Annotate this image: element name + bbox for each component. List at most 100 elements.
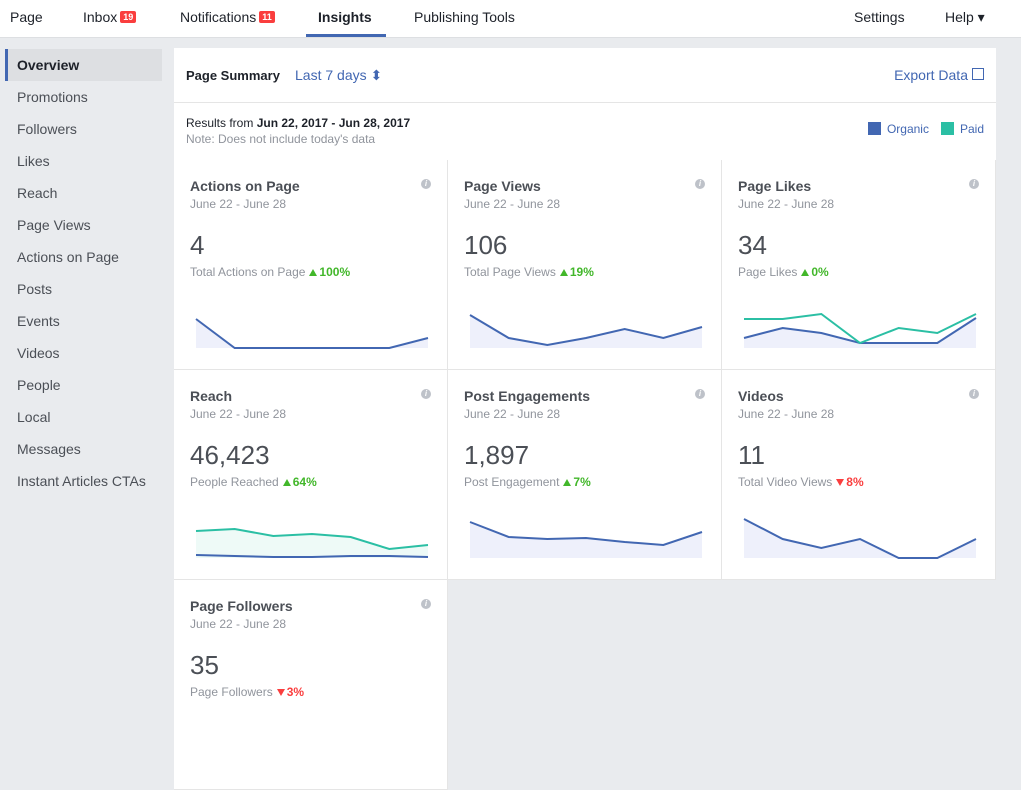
sparkline	[469, 314, 703, 348]
trend-arrow	[563, 479, 572, 486]
legend-swatch	[867, 122, 881, 135]
legend-label: Organic	[886, 122, 929, 136]
card-total: 11	[738, 440, 765, 470]
nav-right[interactable]: Settings	[854, 9, 905, 25]
metric-card: Page Followers i June 22 - June 28 35 Page F…	[174, 580, 448, 790]
sparkline	[743, 312, 977, 348]
spark-line	[195, 527, 429, 551]
trend-arrow	[801, 269, 810, 276]
card-sub: Total Actions on Page 100%	[190, 265, 350, 279]
card-change: 8%	[846, 475, 864, 489]
tab-label: Notifications	[180, 9, 257, 25]
card-title: Actions on Page	[190, 178, 300, 194]
divider	[174, 102, 996, 103]
info-icon: i	[969, 179, 979, 189]
range-select[interactable]: Last 7 days ⬍	[295, 67, 383, 83]
export-icon	[972, 68, 984, 80]
card-label: Total Page Views	[464, 265, 556, 279]
card-label: Total Video Views	[738, 475, 833, 489]
nav-tab[interactable]: Notifications 11	[180, 9, 275, 25]
metric-card: Videos i June 22 - June 28 11 Total Video Vi…	[722, 370, 996, 580]
card-total: 1,897	[464, 440, 530, 470]
nav-tab[interactable]: Inbox 19	[83, 9, 137, 25]
side-item[interactable]: Instant Articles CTAs	[17, 473, 146, 489]
spark-area	[470, 522, 702, 558]
card-total: 4	[190, 230, 205, 260]
tab-label: Publishing Tools	[414, 9, 515, 25]
card-title: Videos	[738, 388, 784, 404]
side-item[interactable]: Events	[17, 313, 60, 329]
spark-line	[469, 521, 703, 547]
sparkline	[743, 518, 977, 559]
card-dates: June 22 - June 28	[190, 197, 287, 211]
card-sub: Page Likes 0%	[738, 265, 829, 279]
legend: Organic Paid	[867, 122, 984, 136]
top-bar	[0, 0, 1021, 38]
card-sub: Page Followers 3%	[190, 685, 304, 699]
sparkline	[195, 527, 429, 558]
card-total: 35	[190, 650, 219, 680]
side-item[interactable]: Followers	[17, 121, 77, 137]
sparkline	[469, 521, 703, 558]
spark-area	[744, 519, 976, 558]
card-change: 19%	[569, 265, 594, 279]
card-total: 46,423	[190, 440, 270, 470]
metric-card: Reach i June 22 - June 28 46,423 People Reac…	[174, 370, 448, 580]
card-label: Page Likes	[738, 265, 798, 279]
card-title: Post Engagements	[464, 388, 591, 404]
metric-card: Actions on Page i June 22 - June 28 4 Total …	[174, 160, 448, 370]
side-item[interactable]: Videos	[17, 345, 60, 361]
card-title: Reach	[190, 388, 233, 404]
results-prefix: Results from	[186, 116, 254, 130]
card-change: 100%	[319, 265, 351, 279]
spark-area	[196, 529, 428, 558]
spark-line	[743, 518, 977, 559]
side-item[interactable]: Likes	[17, 153, 50, 169]
trend-arrow	[282, 479, 291, 486]
card-change: 3%	[286, 685, 305, 699]
side-item[interactable]: Reach	[17, 185, 58, 201]
card-change: 7%	[573, 475, 591, 489]
spark-area	[196, 319, 428, 348]
trend-arrow	[276, 689, 285, 696]
card-label: Page Followers	[190, 685, 273, 699]
card-label: People Reached	[190, 475, 279, 489]
info-icon: i	[421, 599, 431, 609]
card-dates: June 22 - June 28	[464, 407, 561, 421]
results-range: Jun 22, 2017 - Jun 28, 2017	[256, 116, 411, 130]
side-item[interactable]: People	[17, 377, 61, 393]
spark-area	[470, 315, 702, 348]
badge: 19	[120, 11, 137, 23]
export-link[interactable]: Export Data	[894, 67, 968, 83]
active-side	[5, 49, 162, 81]
card-label: Post Engagement	[464, 475, 560, 489]
card-sub: Post Engagement 7%	[464, 475, 591, 489]
nav-tab[interactable]: Publishing Tools	[414, 9, 515, 25]
card-sub: People Reached 64%	[190, 475, 317, 489]
side-item[interactable]: Overview	[17, 57, 80, 73]
nav-right[interactable]: Help ▾	[945, 9, 985, 25]
card-dates: June 22 - June 28	[190, 407, 287, 421]
side-item[interactable]: Promotions	[17, 89, 88, 105]
side-item[interactable]: Messages	[17, 441, 81, 457]
info-icon: i	[695, 179, 705, 189]
spark-line	[744, 312, 977, 345]
trend-arrow	[309, 269, 318, 276]
badge: 11	[259, 11, 275, 23]
summary-panel: Page Summary Last 7 days ⬍ Export Data R…	[174, 48, 996, 160]
side-item[interactable]: Local	[17, 409, 51, 425]
info-icon: i	[421, 389, 431, 399]
side-item[interactable]: Page Views	[17, 217, 91, 233]
trend-arrow	[836, 479, 845, 486]
card-sub: Total Page Views 19%	[464, 265, 594, 279]
note: Note: Does not include today's data	[186, 132, 376, 146]
tab-label: Inbox	[83, 9, 118, 25]
results: Results from Jun 22, 2017 - Jun 28, 2017	[186, 116, 410, 130]
nav-tab[interactable]: Page	[10, 9, 43, 25]
side-item[interactable]: Posts	[17, 281, 53, 297]
side-item[interactable]: Actions on Page	[17, 249, 119, 265]
nav-tab[interactable]: Insights	[318, 9, 372, 25]
card-change: 64%	[292, 475, 317, 489]
metric-card: Page Views i June 22 - June 28 106 Total Pag…	[448, 160, 722, 370]
card-label: Total Actions on Page	[190, 265, 306, 279]
